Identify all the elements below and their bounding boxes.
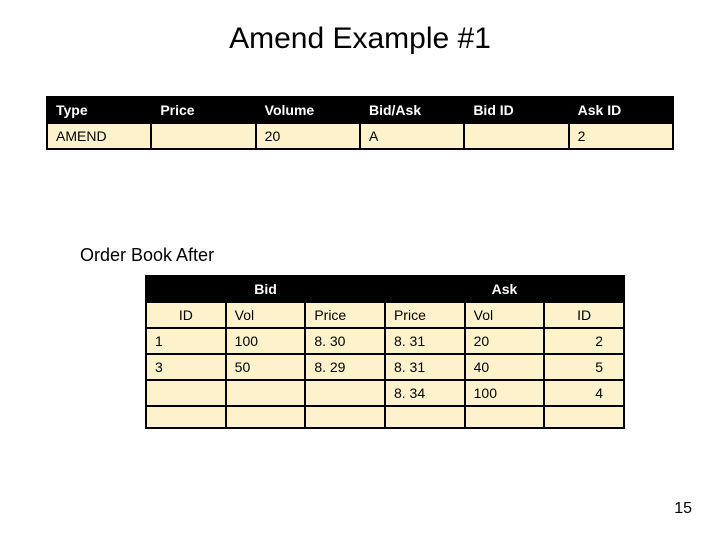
cell: 20 <box>465 328 545 354</box>
table-row: 1 100 8. 30 8. 31 20 2 <box>146 328 624 354</box>
cell-price <box>151 123 255 149</box>
cell: 3 <box>146 354 226 380</box>
cell-bidid <box>464 123 568 149</box>
cell <box>305 380 385 406</box>
cell: 8. 34 <box>385 380 465 406</box>
cell: 5 <box>544 354 624 380</box>
cell <box>226 380 306 406</box>
cell: 50 <box>226 354 306 380</box>
cell: 2 <box>544 328 624 354</box>
cell: 100 <box>465 380 545 406</box>
col-id-ask: ID <box>544 302 624 328</box>
col-price: Price <box>151 97 255 123</box>
col-askid: Ask ID <box>569 97 673 123</box>
col-price-bid: Price <box>305 302 385 328</box>
cell: 4 <box>544 380 624 406</box>
group-bid: Bid <box>146 276 385 302</box>
cell-volume: 20 <box>256 123 360 149</box>
col-bidask: Bid/Ask <box>360 97 464 123</box>
slide-number: 15 <box>674 500 692 518</box>
cell: 8. 31 <box>385 354 465 380</box>
sub-header-row: ID Vol Price Price Vol ID <box>146 302 624 328</box>
col-vol-bid: Vol <box>226 302 306 328</box>
col-vol-ask: Vol <box>465 302 545 328</box>
table-row: AMEND 20 A 2 <box>47 123 673 149</box>
cell: 40 <box>465 354 545 380</box>
cell <box>146 406 226 428</box>
cell-type: AMEND <box>47 123 151 149</box>
group-header-row: Bid Ask <box>146 276 624 302</box>
cell-askid: 2 <box>569 123 673 149</box>
cell <box>465 406 545 428</box>
table-row: 3 50 8. 29 8. 31 40 5 <box>146 354 624 380</box>
group-ask: Ask <box>385 276 624 302</box>
cell-bidask: A <box>360 123 464 149</box>
page-title: Amend Example #1 <box>0 0 720 56</box>
cell: 1 <box>146 328 226 354</box>
order-book-table: Bid Ask ID Vol Price Price Vol ID 1 100 … <box>145 275 625 429</box>
amend-table: Type Price Volume Bid/Ask Bid ID Ask ID … <box>46 96 674 150</box>
col-volume: Volume <box>256 97 360 123</box>
cell <box>146 380 226 406</box>
table-header-row: Type Price Volume Bid/Ask Bid ID Ask ID <box>47 97 673 123</box>
cell: 8. 31 <box>385 328 465 354</box>
cell <box>305 406 385 428</box>
cell: 8. 29 <box>305 354 385 380</box>
section-label: Order Book After <box>80 245 214 266</box>
col-price-ask: Price <box>385 302 465 328</box>
table-row: 8. 34 100 4 <box>146 380 624 406</box>
col-id-bid: ID <box>146 302 226 328</box>
cell <box>385 406 465 428</box>
table-row <box>146 406 624 428</box>
cell: 8. 30 <box>305 328 385 354</box>
cell <box>226 406 306 428</box>
col-type: Type <box>47 97 151 123</box>
cell: 100 <box>226 328 306 354</box>
cell <box>544 406 624 428</box>
col-bidid: Bid ID <box>464 97 568 123</box>
